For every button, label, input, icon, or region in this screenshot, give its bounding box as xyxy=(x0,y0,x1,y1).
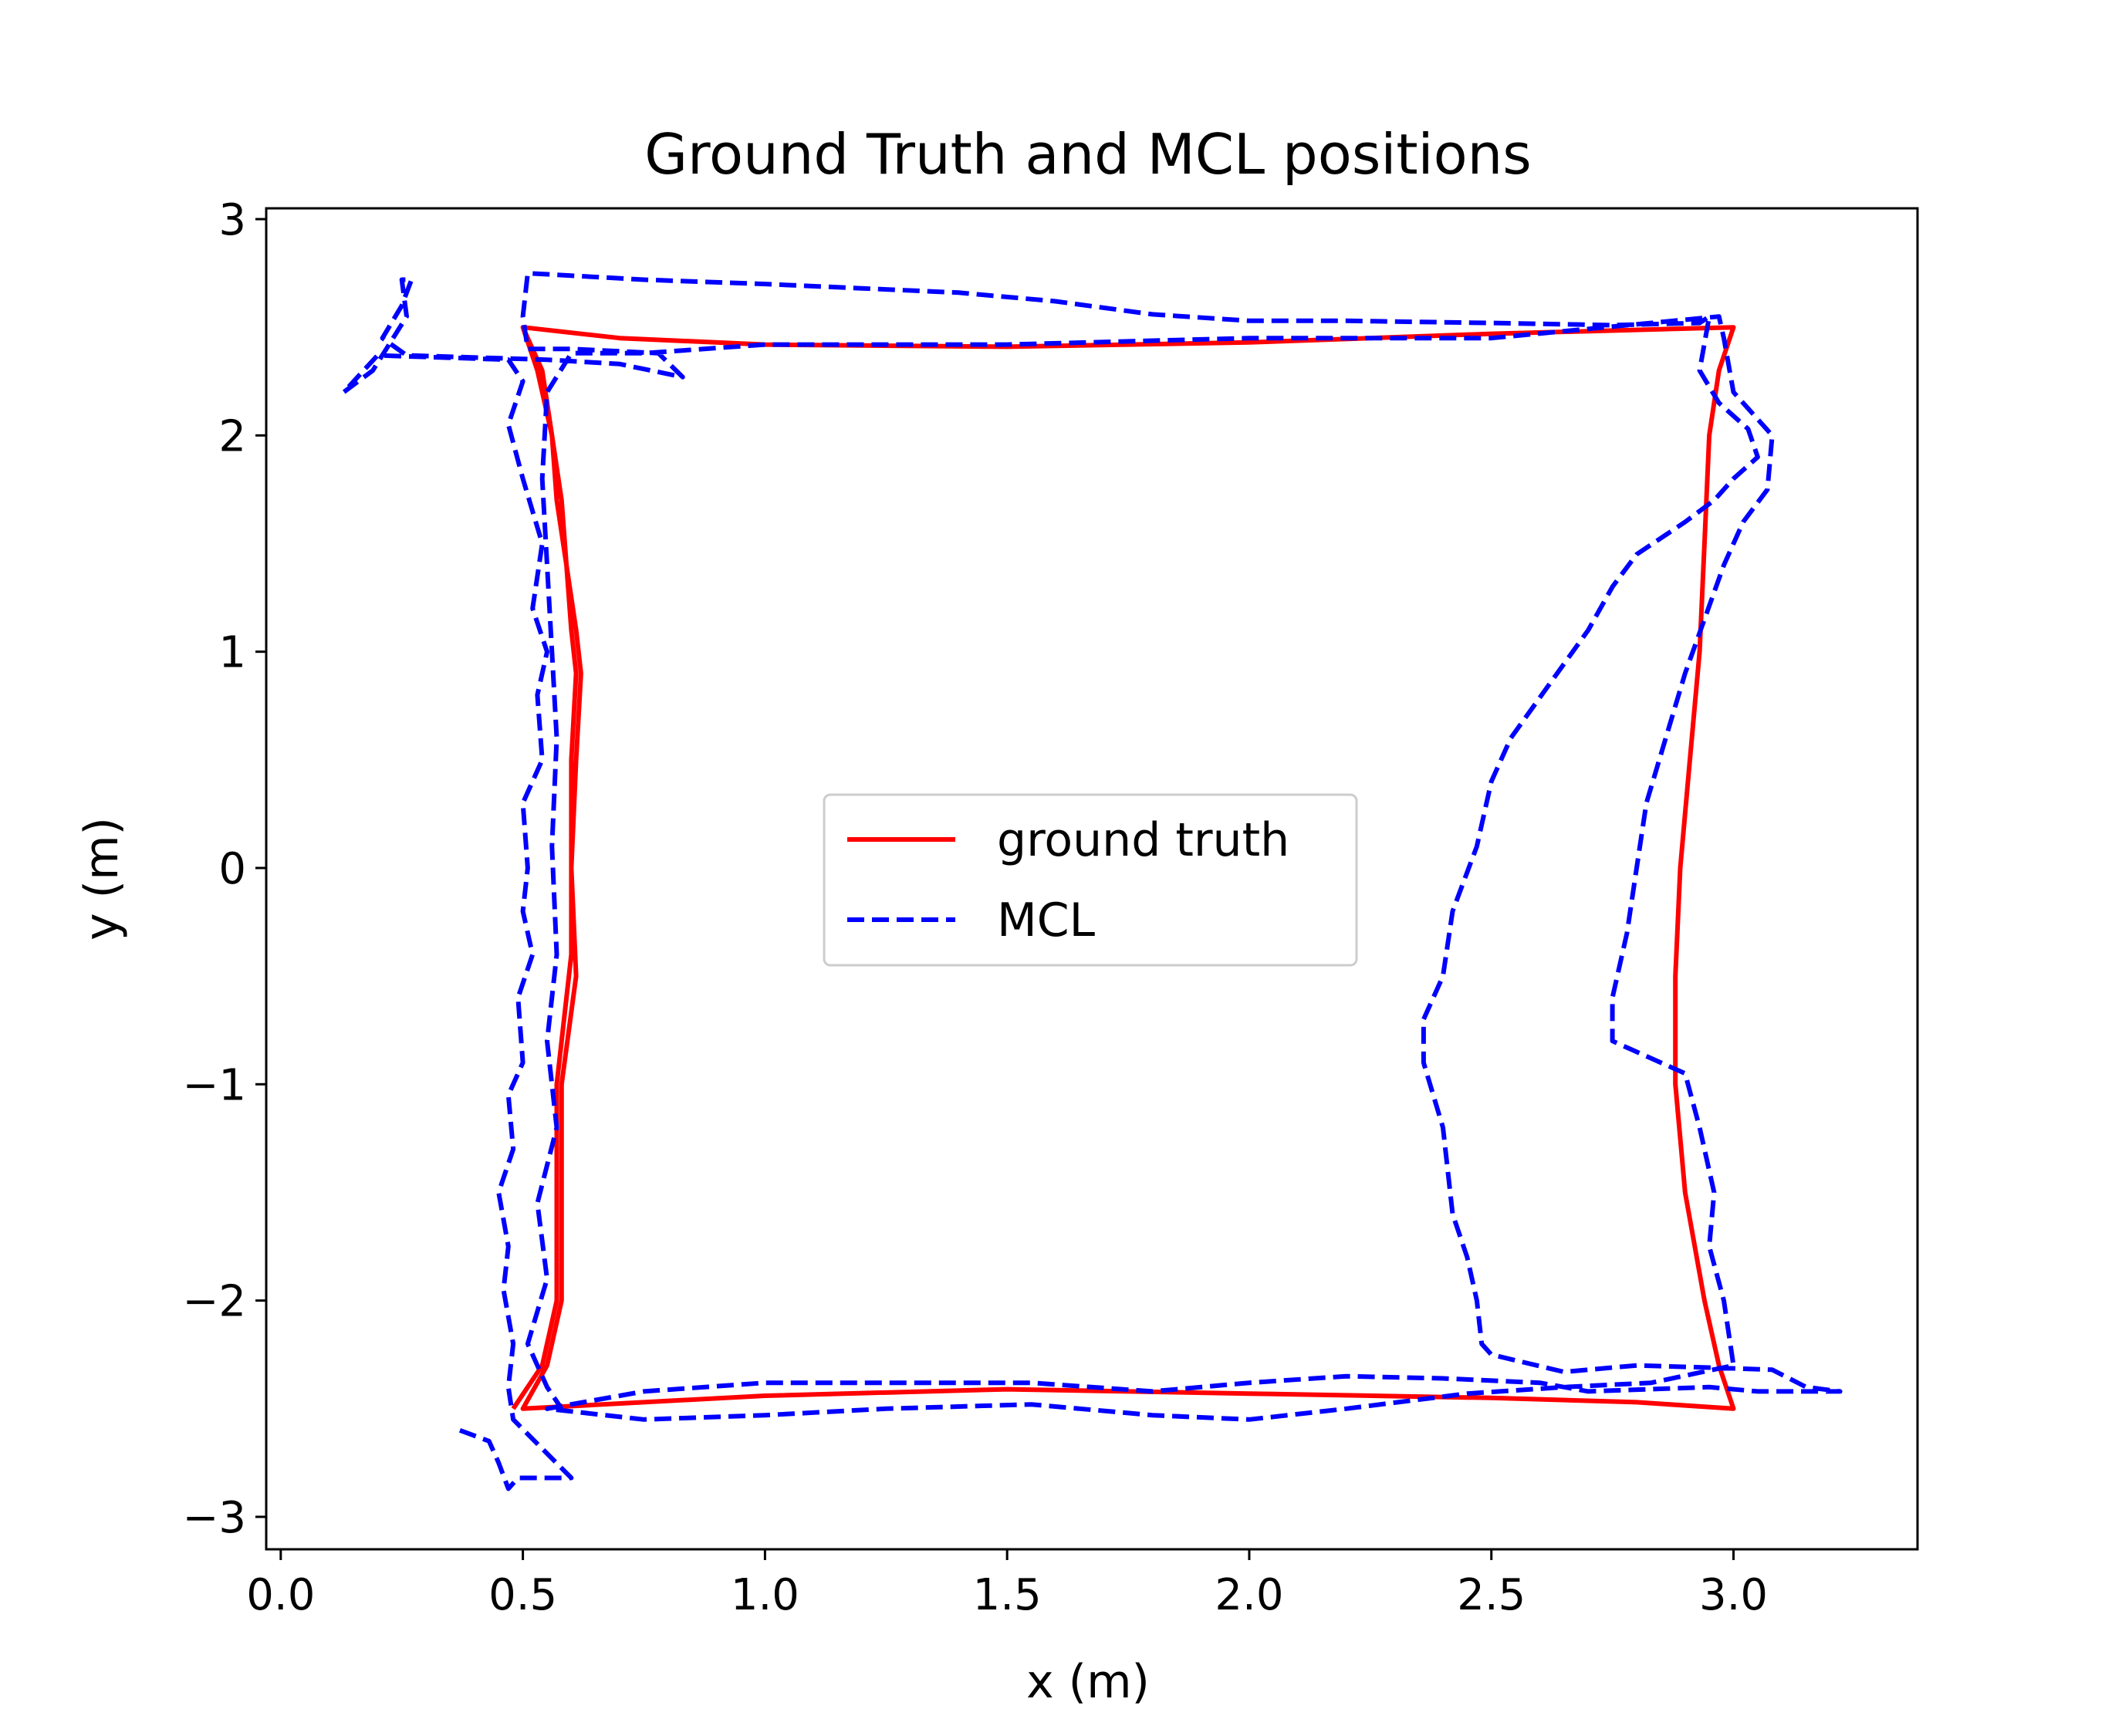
y-tick-label: −3 xyxy=(182,1493,246,1543)
legend-box xyxy=(823,793,1358,967)
legend: ground truth MCL xyxy=(823,793,1358,967)
x-tick-label: 1.5 xyxy=(973,1570,1042,1620)
plot-frame xyxy=(265,207,1919,1551)
x-axis-label: x (m) xyxy=(1026,1655,1150,1709)
chart-title: Ground Truth and MCL positions xyxy=(644,122,1532,187)
y-axis-label: y (m) xyxy=(75,817,129,941)
x-tick-label: 3.0 xyxy=(1699,1570,1768,1620)
x-tick-label: 1.0 xyxy=(731,1570,799,1620)
y-axis-ticks: −3 −2 −1 0 1 2 3 xyxy=(182,195,266,1543)
y-tick-label: 0 xyxy=(218,844,246,894)
x-tick-label: 0.5 xyxy=(488,1570,557,1620)
y-tick-label: 3 xyxy=(218,195,246,245)
x-tick-label: 0.0 xyxy=(246,1570,315,1620)
series-line-mcl xyxy=(341,271,1843,1491)
x-tick-label: 2.5 xyxy=(1457,1570,1526,1620)
legend-label-ground-truth: ground truth xyxy=(997,813,1289,867)
y-tick-label: 2 xyxy=(218,411,246,461)
x-axis-ticks: 0.0 0.5 1.0 1.5 2.0 2.5 3.0 xyxy=(246,1549,1768,1620)
y-tick-label: 1 xyxy=(218,628,246,678)
x-tick-label: 2.0 xyxy=(1215,1570,1283,1620)
y-tick-label: −1 xyxy=(182,1060,246,1110)
series-line-ground-truth xyxy=(511,325,1736,1411)
plot-series xyxy=(341,271,1843,1491)
y-tick-label: −2 xyxy=(182,1277,246,1327)
legend-label-mcl: MCL xyxy=(997,893,1096,947)
